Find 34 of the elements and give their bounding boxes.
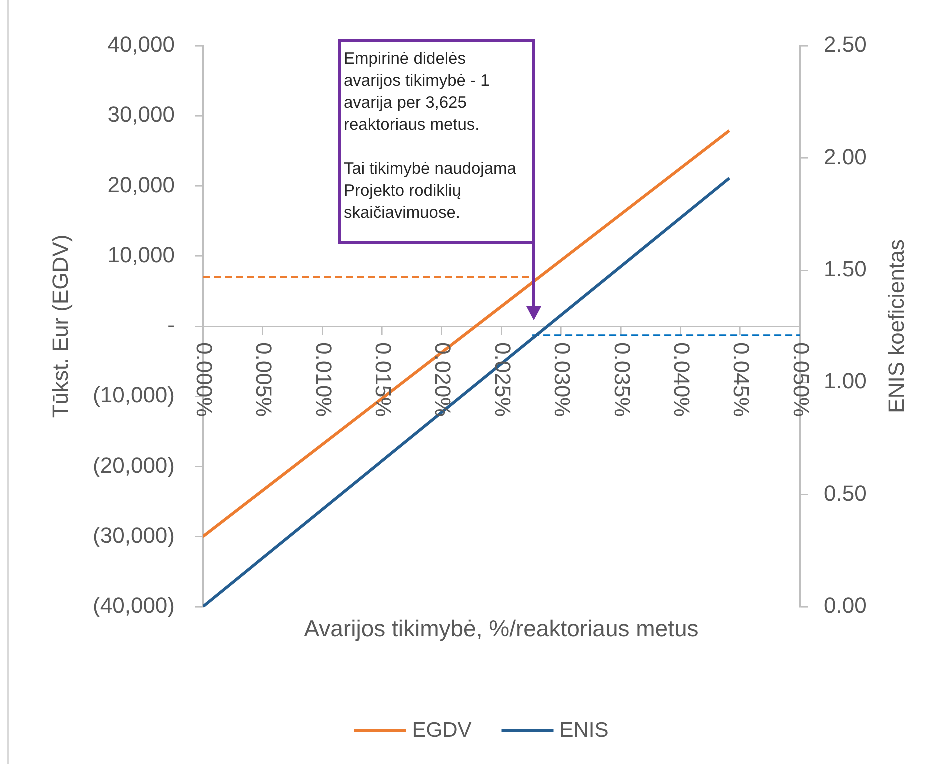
x-tick-label: 0.020%: [430, 342, 456, 418]
x-tick-label: 0.030%: [550, 342, 576, 418]
x-tick-label: 0.010%: [311, 342, 336, 418]
x-tick-label: 0.025%: [490, 342, 516, 418]
x-tick-label: 0.050%: [788, 342, 814, 418]
y-tick-label: (40,000): [93, 593, 175, 618]
y2-tick-label: 0.50: [824, 480, 867, 506]
y-tick-label: 40,000: [108, 32, 175, 58]
x-axis-title: Avarijos tikimybė, %/reaktoriaus metus: [304, 615, 699, 642]
y2-tick-label: 2.00: [824, 144, 867, 170]
x-tick-label: 0.045%: [729, 342, 754, 418]
x-tick-label: 0.005%: [252, 342, 277, 418]
x-tick-label: 0.040%: [670, 342, 695, 418]
y-tick-label: 20,000: [108, 172, 175, 198]
y-tick-label: (10,000): [93, 382, 175, 408]
y-tick-label: -: [168, 312, 175, 338]
x-tick-label: 0.000%: [192, 342, 217, 418]
y2-axis-title: ENIS koeficientas: [884, 240, 910, 414]
callout-box: Empirinė didelės avarijos tikimybė - 1 avarija per 3,625 reaktoriaus metus. Tai tikimybė naudojama Projekto rodiklių skaičiavimuose.: [338, 39, 535, 244]
y-tick-label: (20,000): [93, 452, 175, 478]
y-tick-label: 10,000: [108, 242, 175, 268]
y-tick-label: 30,000: [108, 102, 175, 128]
y2-tick-label: 2.50: [824, 32, 867, 58]
y2-tick-label: 0.00: [824, 593, 867, 618]
x-tick-label: 0.015%: [371, 342, 396, 418]
y-tick-label: (30,000): [93, 522, 175, 548]
x-tick-label: 0.035%: [610, 342, 635, 418]
legend-label: EGDV: [412, 718, 472, 742]
annotation: Tai tikimybė naudojama Projekto rodiklių skaičiavimuose.: [344, 159, 518, 224]
legend-label: ENIS: [560, 718, 609, 742]
y-axis-title: Tūkst. Eur (EGDV): [48, 234, 74, 418]
y2-tick-label: 1.00: [824, 368, 867, 394]
y2-tick-label: 1.50: [824, 256, 867, 282]
annotation: Empirinė didelės avarijos tikimybė - 1 avarija per 3,625 reaktoriaus metus.: [344, 49, 491, 136]
